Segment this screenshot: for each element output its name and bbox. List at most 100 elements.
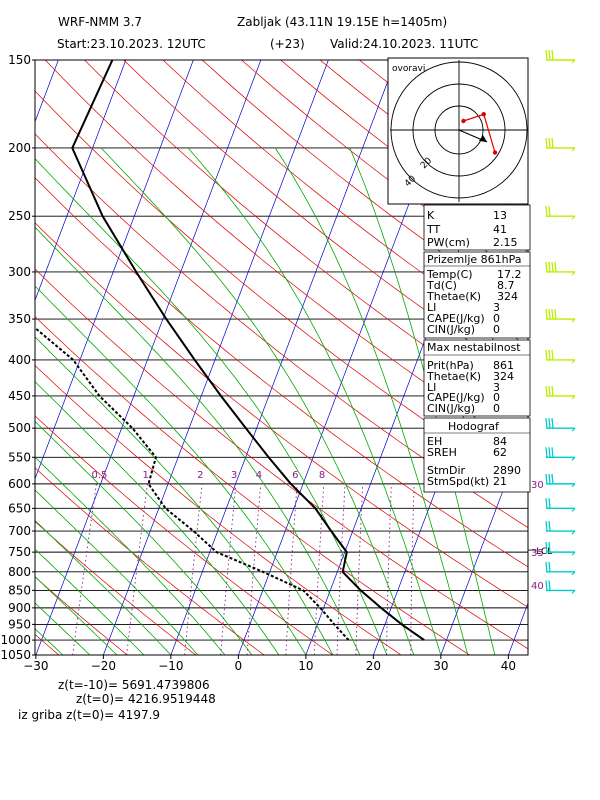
wind-barb-tail	[571, 147, 576, 152]
hodograph-point	[461, 118, 466, 124]
wind-barb-feather	[548, 349, 551, 360]
wind-barb-feather	[545, 542, 548, 553]
x-tick-label: 10	[298, 659, 313, 673]
start-label: Start:23.10.2023. 12UTC	[57, 37, 206, 51]
dry-adiabat	[44, 60, 528, 453]
moist-adiabat	[35, 602, 91, 655]
wind-barb	[545, 309, 576, 323]
temperature-profile	[71, 60, 425, 641]
wind-barb-feather	[548, 206, 551, 217]
maxunstable-value: 3	[493, 381, 500, 394]
y-tick-label: 800	[8, 565, 31, 579]
wind-barb-feather	[551, 309, 554, 320]
y-tick-label: 900	[8, 601, 31, 615]
x-tick-label: 20	[366, 659, 381, 673]
surface-label: Temp(C)	[426, 268, 473, 281]
wind-barb-tail	[571, 318, 576, 323]
wind-barb	[545, 49, 576, 64]
dry-adiabat	[35, 576, 128, 655]
valid-label: Valid:24.10.2023. 11UTC	[330, 37, 478, 51]
isotherm-line	[170, 60, 397, 655]
isotherm-line	[35, 60, 194, 480]
hodograph-title: ovoravi	[392, 64, 425, 74]
wind-barb-feather	[545, 349, 548, 360]
x-tick-label: 30	[433, 659, 448, 673]
moist-adiabat	[35, 380, 280, 655]
wind-barb	[545, 385, 576, 400]
moist-adiabat	[35, 548, 145, 655]
y-tick-label: 450	[8, 389, 31, 403]
wind-barb-feather	[548, 385, 551, 396]
maxunstable-label: CAPE(J/kg)	[427, 391, 485, 404]
hodograf-panel: Hodograf EH 84 SREH 62 StmDir 2890 StmSp…	[423, 417, 531, 493]
y-tick-label: 700	[8, 524, 31, 538]
wind-barb	[545, 580, 576, 594]
mixing-ratio-line	[313, 483, 325, 655]
hodograf-label: StmDir	[427, 464, 466, 477]
wind-barb	[545, 447, 576, 461]
y-tick-label: 150	[8, 53, 31, 67]
wind-barb-tail	[571, 456, 576, 461]
hodograf-value: 62	[493, 446, 507, 459]
wind-barb	[545, 498, 576, 512]
dewpoint-profile	[35, 326, 350, 641]
footer-line-2: z(t=0)= 4216.9519448	[76, 692, 216, 706]
mixing-ratio-label: 6	[292, 470, 298, 481]
wind-barb-feather	[548, 137, 551, 149]
moist-adiabat	[274, 147, 469, 655]
mixing-ratio-line	[336, 483, 346, 655]
y-tick-label: 1050	[0, 648, 31, 662]
right-edge-label: 40	[531, 581, 544, 592]
station-label: Zabljak (43.11N 19.15E h=1405m)	[237, 15, 447, 29]
maxunstable-label: LI	[427, 381, 436, 394]
wind-barb-feather	[545, 309, 548, 320]
surface-label: Thetae(K)	[426, 290, 481, 303]
wind-barb-feather	[548, 261, 551, 273]
wind-barb-tail	[571, 271, 576, 276]
mixing-ratio-line	[246, 483, 262, 655]
footer-line-1: z(t=-10)= 5691.4739806	[58, 678, 210, 692]
dry-adiabat	[35, 520, 197, 655]
mixing-ratio-label: 0.5	[91, 470, 107, 481]
wind-barb-feather	[551, 473, 554, 484]
hodograph-inset: ovoravi 20 40	[387, 57, 529, 205]
moist-adiabat	[100, 147, 415, 655]
wind-barb-feather	[545, 520, 548, 532]
wind-barb	[545, 261, 576, 276]
surface-label: LI	[427, 301, 436, 314]
wind-barb-feather	[554, 261, 557, 273]
storm-motion-arrowhead	[479, 135, 487, 142]
footer-line-3: iz griba z(t=0)= 4197.9	[18, 708, 160, 722]
wind-barb-tail	[571, 395, 576, 400]
wind-barb-feather	[545, 447, 548, 458]
wind-barb-feather	[548, 473, 551, 484]
maxunstable-value: 0	[493, 402, 500, 415]
dry-adiabat	[84, 60, 528, 417]
surface-value: 0	[493, 323, 500, 336]
surface-panel: Prizemlje 861hPa Temp(C) 17.2 Td(C) 8.7 …	[423, 251, 531, 339]
dry-adiabat	[35, 222, 528, 608]
moist-adiabat	[35, 519, 172, 655]
wind-barb-feather	[551, 447, 554, 458]
y-tick-label: 1000	[0, 633, 31, 647]
wind-barb	[545, 418, 576, 432]
index-label: PW(cm)	[427, 236, 470, 249]
isotherm-line	[103, 60, 329, 655]
y-tick-label: 500	[8, 421, 31, 435]
wind-barb	[545, 137, 576, 152]
y-tick-label: 850	[8, 583, 31, 597]
wind-barb-feather	[545, 385, 548, 396]
wind-barb	[545, 520, 576, 535]
right-edge-label: 30	[531, 480, 544, 491]
index-label: TT	[426, 223, 441, 236]
wind-barb-tail	[571, 59, 576, 64]
mixing-ratio-line	[126, 483, 148, 655]
y-tick-label: 200	[8, 141, 31, 155]
hodograf-label: StmSpd(kt)	[427, 475, 489, 488]
y-tick-label: 250	[8, 209, 31, 223]
dry-adiabat	[35, 415, 333, 655]
moist-adiabat	[187, 147, 442, 655]
y-tick-label: 950	[8, 617, 31, 631]
hodograph-trace	[461, 112, 498, 155]
